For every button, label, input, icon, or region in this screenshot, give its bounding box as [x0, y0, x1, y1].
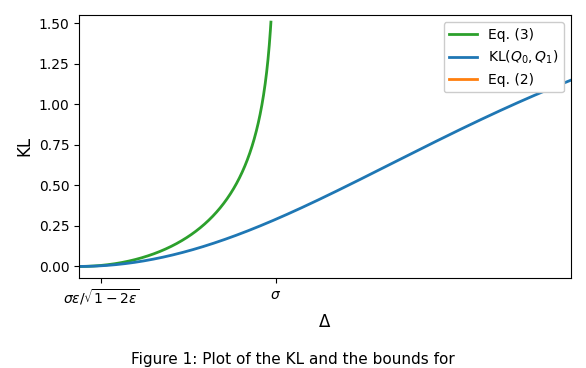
X-axis label: $\Delta$: $\Delta$: [318, 313, 332, 331]
$\mathrm{KL}(Q_0, Q_1)$: [132, 260, 139, 265]
$\mathrm{KL}(Q_0, Q_1)$: [558, 82, 565, 86]
Eq. (3): [267, 20, 274, 24]
$\mathrm{KL}(Q_0, Q_1)$: [567, 78, 574, 82]
Eq. (3): [99, 263, 106, 268]
$\mathrm{KL}(Q_0, Q_1)$: [76, 264, 83, 269]
$\mathrm{KL}(Q_0, Q_1)$: [285, 211, 292, 216]
Eq. (3): [154, 250, 161, 255]
Eq. (3): [123, 259, 130, 264]
Legend: Eq. (3), $\mathrm{KL}(Q_0, Q_1)$, Eq. (2): Eq. (3), $\mathrm{KL}(Q_0, Q_1)$, Eq. (2…: [444, 22, 564, 92]
Eq. (3): [91, 264, 98, 268]
Line: Eq. (3): Eq. (3): [79, 22, 271, 266]
$\mathrm{KL}(Q_0, Q_1)$: [161, 255, 168, 259]
$\mathrm{KL}(Q_0, Q_1)$: [264, 220, 271, 225]
$\mathrm{KL}(Q_0, Q_1)$: [505, 105, 512, 109]
Eq. (3): [220, 201, 227, 205]
Y-axis label: KL: KL: [15, 136, 33, 156]
Eq. (3): [132, 257, 139, 262]
Text: Figure 1: Plot of the KL and the bounds for: Figure 1: Plot of the KL and the bounds …: [131, 352, 455, 367]
Eq. (3): [76, 264, 83, 269]
Line: $\mathrm{KL}(Q_0, Q_1)$: $\mathrm{KL}(Q_0, Q_1)$: [79, 80, 571, 266]
